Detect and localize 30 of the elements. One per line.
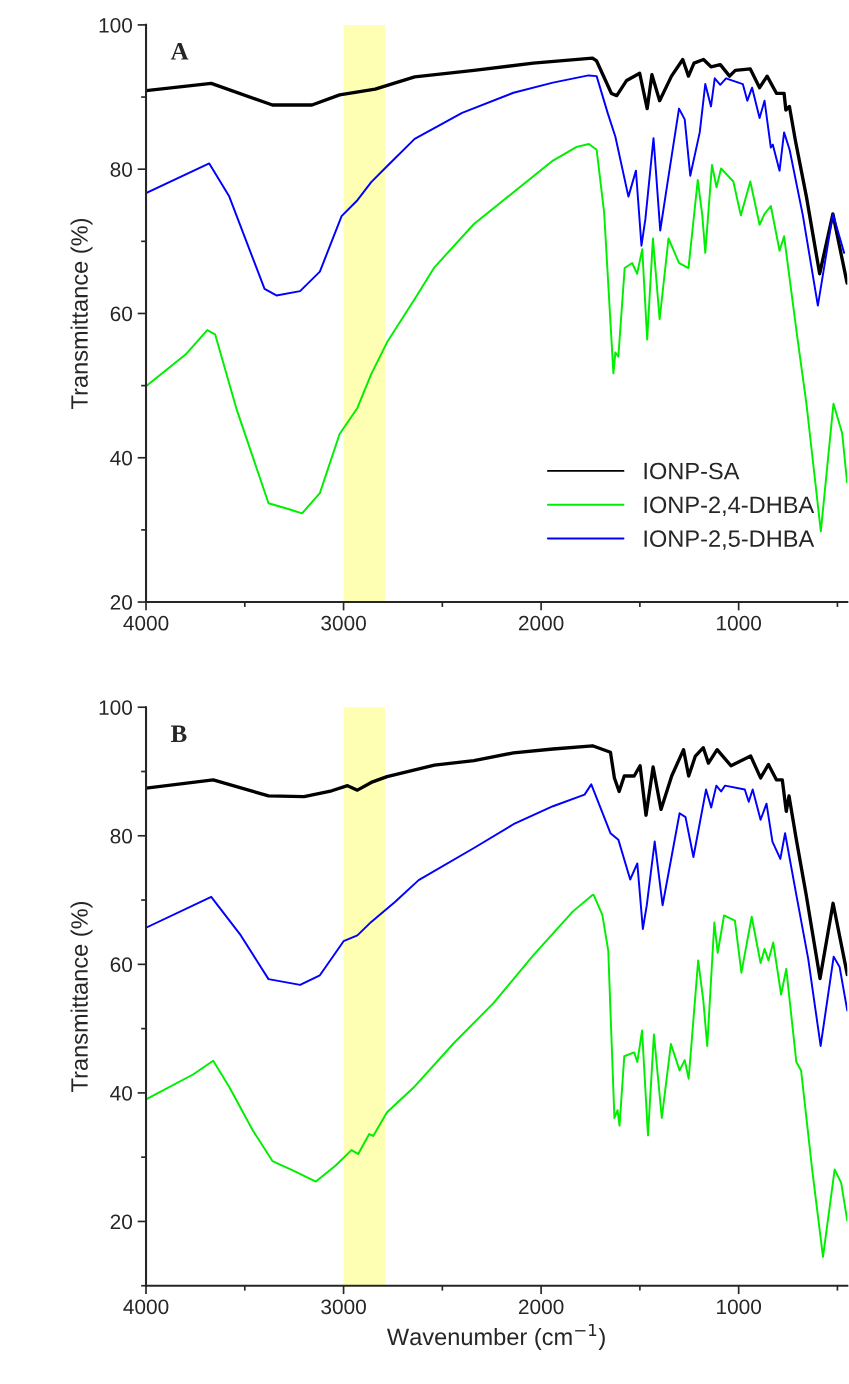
x-tick-label: 2000 bbox=[518, 1299, 564, 1315]
line-series bbox=[146, 783, 848, 1047]
y-tick-label: 20 bbox=[110, 595, 133, 610]
x-tick-label: 2000 bbox=[518, 615, 564, 631]
y-tick-label: 80 bbox=[110, 162, 133, 177]
x-tick-label: 4000 bbox=[123, 1299, 169, 1315]
y-tick-label: 80 bbox=[110, 828, 133, 844]
y-tick-label: 100 bbox=[99, 17, 133, 33]
annotation: B bbox=[170, 725, 187, 742]
y-tick-label: 100 bbox=[99, 700, 133, 715]
y-tick-label: 60 bbox=[110, 306, 133, 322]
legend-label: IONP-SA bbox=[644, 462, 740, 480]
y-tick-label: 20 bbox=[110, 1214, 133, 1230]
y-tick-label: 40 bbox=[110, 450, 133, 466]
line-series bbox=[146, 893, 848, 1258]
x-axis-title: Wavenumber (cm$^{−1}$) bbox=[386, 1323, 605, 1350]
x-tick-label: 3000 bbox=[321, 1299, 366, 1315]
y-tick-label: 40 bbox=[110, 1085, 133, 1101]
y-axis-title: Transmittance (%) bbox=[70, 218, 93, 409]
x-tick-label: 3000 bbox=[321, 615, 366, 631]
legend-label: IONP-2,5-DHBA bbox=[644, 530, 815, 550]
legend-label: IONP-2,4-DHBA bbox=[644, 496, 815, 516]
x-tick-label: 4000 bbox=[123, 615, 169, 631]
line-series bbox=[146, 74, 846, 307]
x-tick-label: 1000 bbox=[717, 615, 762, 631]
x-tick-label: 1000 bbox=[717, 1299, 762, 1315]
y-tick-label: 60 bbox=[110, 957, 133, 973]
annotation: A bbox=[170, 43, 189, 60]
line-series bbox=[146, 744, 848, 981]
y-axis-title: Transmittance (%) bbox=[70, 901, 93, 1092]
